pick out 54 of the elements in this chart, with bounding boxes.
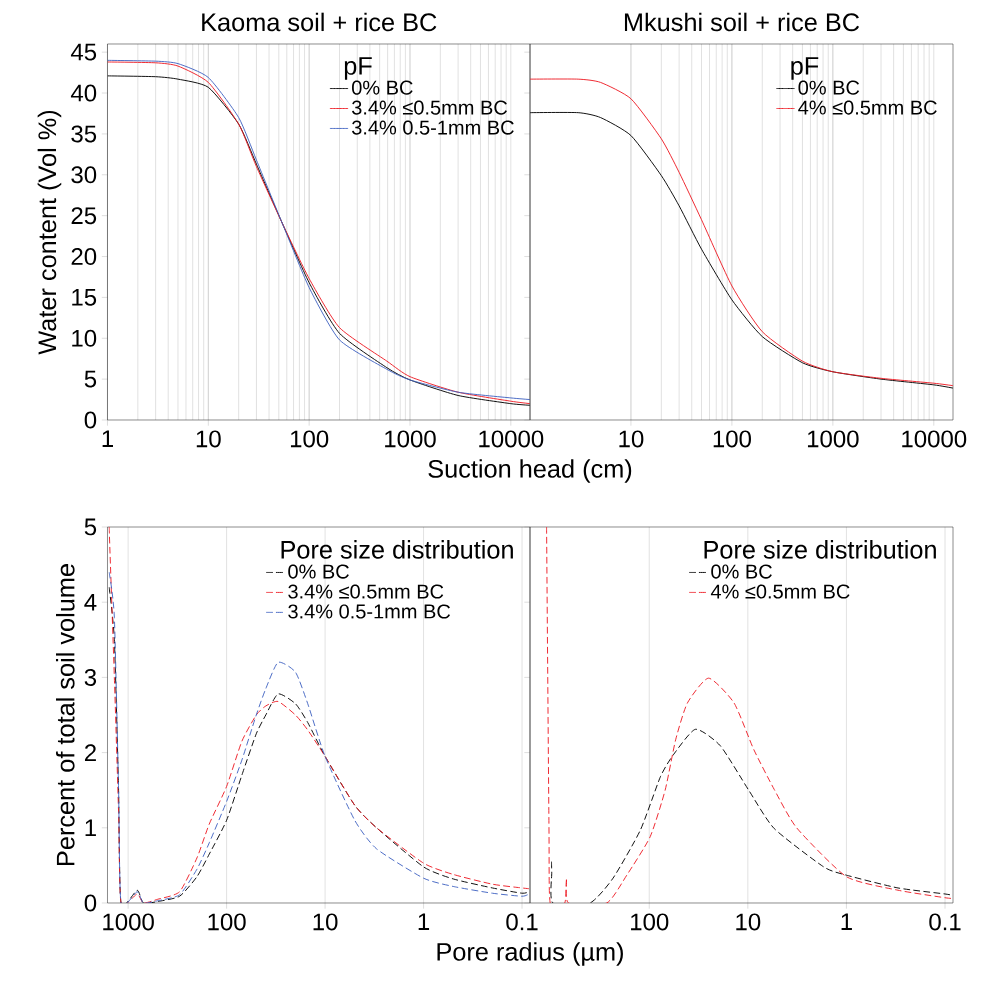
legend-label: 0% BC xyxy=(352,80,413,95)
x-tick-label: 100 xyxy=(208,913,246,931)
y-tick-label: 0 xyxy=(84,894,97,912)
legend-title: pF xyxy=(791,57,819,80)
x-axis-title: Pore radius (µm) xyxy=(437,942,623,966)
x-tick-label: 1 xyxy=(418,913,430,930)
x-tick-label: 10000 xyxy=(479,430,544,448)
x-tick-label: 1000 xyxy=(807,430,859,448)
x-tick-label: 10000 xyxy=(902,430,967,448)
y-tick-label: 15 xyxy=(72,289,97,306)
y-axis-title: Water content (Vol %) xyxy=(37,110,62,355)
legend-label: 3.4% 0.5-1mm BC xyxy=(351,120,514,135)
legend-label: 3.4% 0.5-1mm BC xyxy=(288,604,451,619)
x-tick-label: 0.1 xyxy=(929,913,961,931)
legend-title: Pore size distribution xyxy=(704,540,936,559)
x-tick-label: 10 xyxy=(736,913,761,931)
x-tick-label: 10 xyxy=(313,913,338,931)
y-axis-title: Percent of total soil volume xyxy=(55,564,75,865)
chart-title: Kaoma soil + rice BC xyxy=(202,12,437,32)
x-tick-label: 10 xyxy=(619,430,644,448)
x-axis-title: Suction head (cm) xyxy=(428,459,632,483)
y-tick-label: 4 xyxy=(84,593,97,611)
legend-label: 4% ≤0.5mm BC xyxy=(798,100,937,115)
x-tick-label: 100 xyxy=(631,913,669,931)
y-tick-label: 5 xyxy=(84,370,97,388)
x-tick-label: 10 xyxy=(196,430,221,448)
y-tick-label: 2 xyxy=(84,744,96,761)
legend-label: 0% BC xyxy=(288,564,349,579)
y-tick-label: 25 xyxy=(71,207,97,225)
y-tick-label: 30 xyxy=(71,166,97,184)
y-tick-label: 1 xyxy=(85,819,96,837)
legend-title: Pore size distribution xyxy=(281,540,513,559)
legend-label: 0% BC xyxy=(711,564,772,579)
y-tick-label: 3 xyxy=(84,668,97,686)
y-tick-label: 20 xyxy=(71,248,97,266)
y-tick-label: 5 xyxy=(84,518,97,536)
y-tick-label: 0 xyxy=(84,411,97,429)
x-tick-label: 100 xyxy=(290,430,329,448)
x-tick-label: 0.1 xyxy=(506,913,538,931)
legend-label: 3.4% ≤0.5mm BC xyxy=(351,100,508,115)
x-tick-label: 100 xyxy=(713,430,751,448)
y-tick-label: 10 xyxy=(72,329,97,347)
legend-title: pF xyxy=(344,57,372,80)
x-tick-label: 1 xyxy=(102,430,113,447)
y-tick-label: 35 xyxy=(71,125,97,143)
x-tick-label: 1000 xyxy=(385,430,436,448)
legend-label: 0% BC xyxy=(798,80,860,95)
x-tick-label: 1 xyxy=(841,913,852,930)
legend-label: 4% ≤0.5mm BC xyxy=(710,584,850,599)
chart-title: Mkushi soil + rice BC xyxy=(624,12,860,32)
x-tick-label: 1000 xyxy=(103,913,154,931)
y-tick-label: 45 xyxy=(70,43,97,61)
y-tick-label: 40 xyxy=(70,84,97,102)
legend-label: 3.4% ≤0.5mm BC xyxy=(288,584,444,599)
